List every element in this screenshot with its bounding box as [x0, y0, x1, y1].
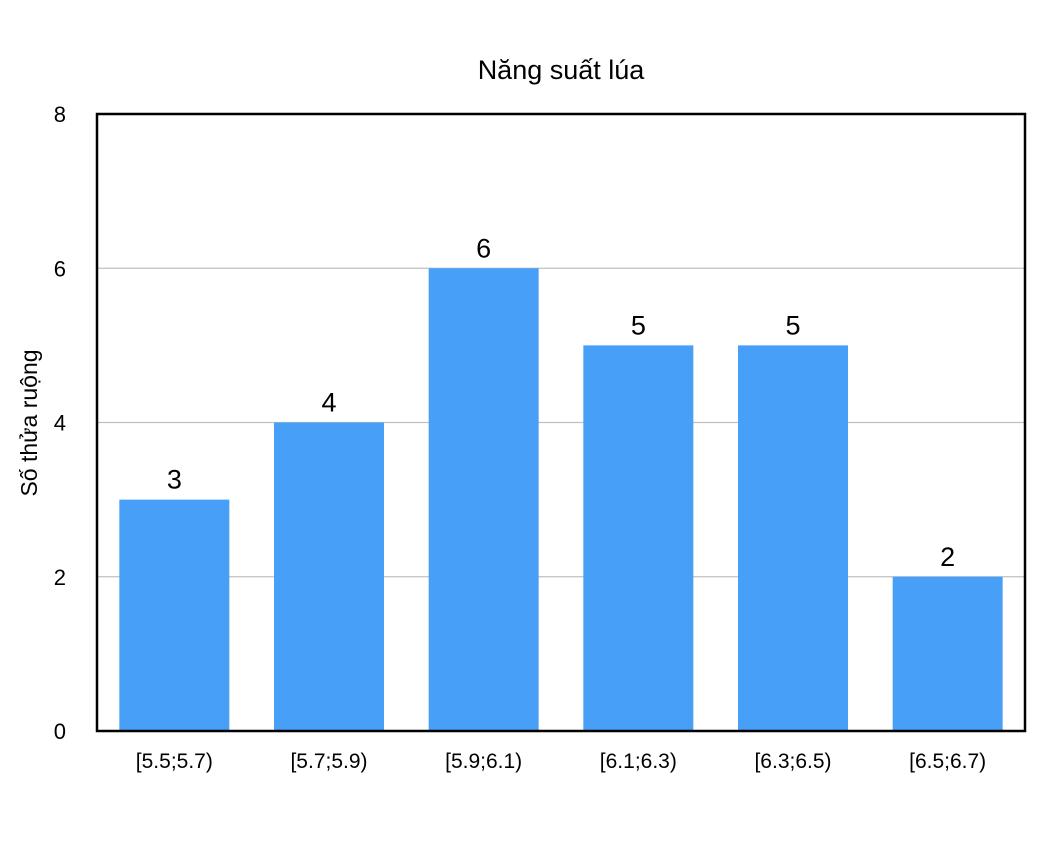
- x-tick-label: [6.5;6.7): [909, 750, 986, 773]
- bar: [274, 422, 384, 731]
- y-axis-label: Số thửa ruộng: [16, 349, 42, 496]
- plot-frame: [95, 112, 1027, 733]
- y-tick-label: 4: [54, 411, 66, 436]
- data-labels: 3 4 6 5 5 2: [167, 233, 955, 572]
- chart-title: Năng suất lúa: [478, 55, 646, 85]
- x-axis-ticks: [5.5;5.7) [5.7;5.9) [5.9;6.1) [6.1;6.3) [6.3…: [136, 750, 986, 773]
- x-tick-label: [5.9;6.1): [445, 750, 522, 773]
- bar: [738, 345, 848, 731]
- bar-value-label: 5: [785, 310, 800, 340]
- bars: [119, 268, 1003, 731]
- bar-value-label: 4: [321, 388, 336, 418]
- bar: [428, 268, 539, 731]
- gridlines: [97, 267, 1025, 578]
- y-tick-label: 2: [54, 565, 66, 590]
- y-tick-label: 8: [54, 102, 66, 127]
- bar-value-label: 6: [476, 233, 491, 263]
- y-tick-label: 0: [54, 719, 66, 744]
- bar: [892, 576, 1003, 731]
- x-tick-label: [6.3;6.5): [754, 750, 831, 773]
- bar-value-label: 2: [940, 542, 955, 572]
- y-axis-ticks: 0 2 4 6 8: [54, 102, 66, 744]
- bar: [583, 345, 694, 731]
- bar: [119, 499, 230, 731]
- bar-value-label: 5: [631, 310, 646, 340]
- y-tick-label: 6: [54, 256, 66, 281]
- x-tick-label: [5.5;5.7): [136, 750, 213, 773]
- bar-value-label: 3: [167, 465, 182, 495]
- x-tick-label: [5.7;5.9): [290, 750, 367, 773]
- x-tick-label: [6.1;6.3): [600, 750, 677, 773]
